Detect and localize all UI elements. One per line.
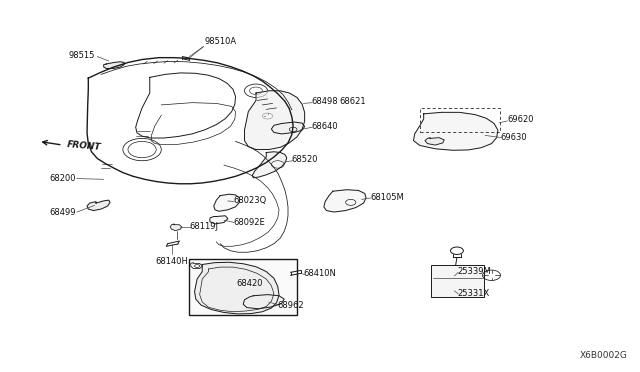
Text: 68092E: 68092E <box>233 218 265 227</box>
Polygon shape <box>170 224 182 231</box>
Polygon shape <box>210 216 228 224</box>
Text: 68105M: 68105M <box>370 193 404 202</box>
Polygon shape <box>425 138 444 145</box>
Text: 68962: 68962 <box>278 301 305 310</box>
Polygon shape <box>324 190 366 212</box>
Text: 68200: 68200 <box>49 174 76 183</box>
Text: FRONT: FRONT <box>67 140 102 152</box>
Polygon shape <box>413 112 498 150</box>
Text: 25339M: 25339M <box>457 267 491 276</box>
Text: 25331X: 25331X <box>457 289 489 298</box>
Text: 68520: 68520 <box>292 155 318 164</box>
Polygon shape <box>243 295 284 309</box>
Polygon shape <box>87 200 110 211</box>
Text: 68119J: 68119J <box>189 222 218 231</box>
Text: 98515: 98515 <box>68 51 95 60</box>
Text: 68420: 68420 <box>236 279 263 288</box>
Text: 68621: 68621 <box>339 97 366 106</box>
Polygon shape <box>104 62 124 68</box>
Text: 69620: 69620 <box>507 115 533 124</box>
Text: 68640: 68640 <box>312 122 339 131</box>
Text: 68498: 68498 <box>312 97 339 106</box>
Polygon shape <box>214 194 239 211</box>
Polygon shape <box>195 262 279 314</box>
Text: 98510A: 98510A <box>205 37 237 46</box>
Text: 68140H: 68140H <box>155 257 188 266</box>
FancyBboxPatch shape <box>189 259 297 315</box>
Polygon shape <box>244 91 305 150</box>
Text: 69630: 69630 <box>500 133 527 142</box>
Polygon shape <box>252 152 287 178</box>
Text: 68023Q: 68023Q <box>233 196 266 205</box>
FancyBboxPatch shape <box>431 265 484 297</box>
Text: 68499: 68499 <box>49 208 76 217</box>
Polygon shape <box>271 122 305 134</box>
Text: 68410N: 68410N <box>303 269 336 278</box>
Text: X6B0002G: X6B0002G <box>579 351 627 360</box>
